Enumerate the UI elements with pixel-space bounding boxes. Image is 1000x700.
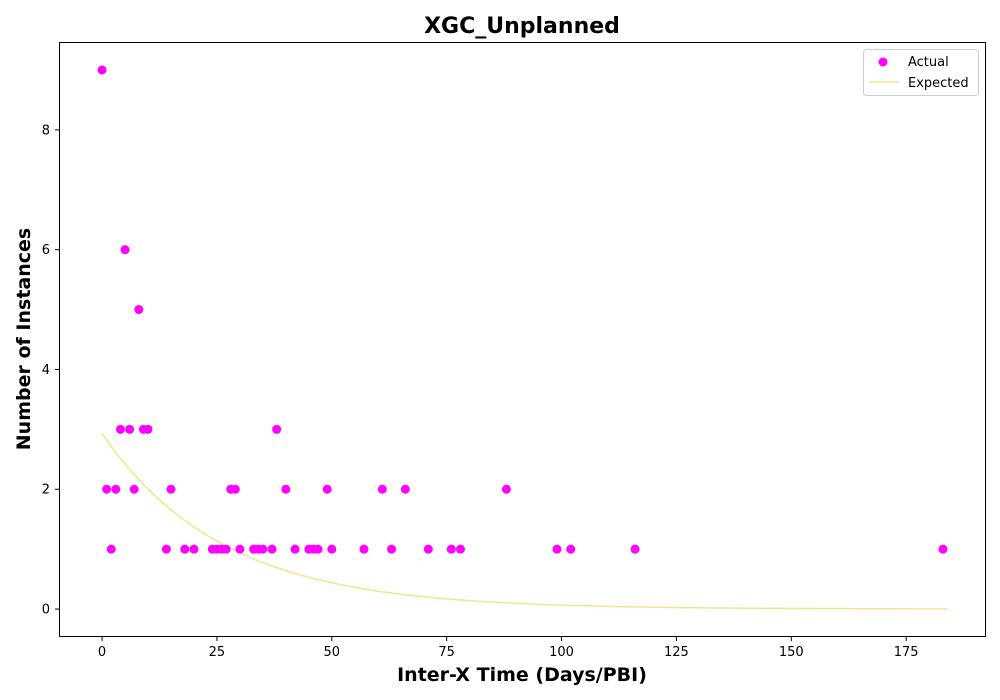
legend-label-expected: Expected bbox=[908, 76, 969, 91]
data-point bbox=[111, 484, 121, 494]
data-point bbox=[129, 484, 139, 494]
chart-title: XGC_Unplanned bbox=[424, 14, 620, 39]
data-point bbox=[97, 65, 107, 75]
data-point bbox=[290, 544, 300, 554]
data-point bbox=[387, 544, 397, 554]
data-point bbox=[230, 484, 240, 494]
data-point bbox=[189, 544, 199, 554]
data-point bbox=[322, 484, 332, 494]
data-point bbox=[938, 544, 948, 554]
y-tick-label: 2 bbox=[42, 483, 50, 498]
data-point bbox=[258, 544, 268, 554]
data-point bbox=[134, 305, 144, 315]
y-tick-label: 6 bbox=[42, 243, 50, 258]
x-tick-label: 25 bbox=[209, 645, 226, 660]
x-tick-label: 50 bbox=[324, 645, 341, 660]
legend-label-actual: Actual bbox=[908, 55, 949, 70]
data-point bbox=[102, 484, 112, 494]
data-point bbox=[446, 544, 456, 554]
data-point bbox=[235, 544, 245, 554]
data-point bbox=[377, 484, 387, 494]
data-point bbox=[161, 544, 171, 554]
data-point bbox=[180, 544, 190, 554]
data-point bbox=[106, 544, 116, 554]
x-axis: 0 25 50 75 100 125 150 175 bbox=[98, 636, 919, 660]
data-point bbox=[125, 424, 135, 434]
x-tick-label: 100 bbox=[549, 645, 574, 660]
data-point bbox=[566, 544, 576, 554]
plot-frame bbox=[59, 42, 986, 637]
x-tick-label: 0 bbox=[98, 645, 106, 660]
y-tick-label: 4 bbox=[42, 363, 50, 378]
legend-box bbox=[863, 49, 979, 96]
data-point bbox=[221, 544, 231, 554]
data-point bbox=[400, 484, 410, 494]
plot-area bbox=[97, 65, 948, 610]
data-point bbox=[267, 544, 277, 554]
data-point bbox=[501, 484, 511, 494]
data-point bbox=[359, 544, 369, 554]
data-point bbox=[115, 424, 125, 434]
expected-curve bbox=[101, 433, 948, 610]
data-point bbox=[313, 544, 323, 554]
data-point bbox=[423, 544, 433, 554]
data-point bbox=[166, 484, 176, 494]
x-tick-label: 150 bbox=[779, 645, 804, 660]
y-tick-label: 0 bbox=[42, 603, 50, 618]
y-axis-label: Number of Instances bbox=[13, 228, 35, 450]
data-point bbox=[120, 245, 130, 255]
data-point bbox=[143, 424, 153, 434]
x-axis-label: Inter-X Time (Days/PBI) bbox=[397, 664, 647, 686]
data-point bbox=[552, 544, 562, 554]
data-point bbox=[630, 544, 640, 554]
x-tick-label: 75 bbox=[438, 645, 455, 660]
data-point bbox=[455, 544, 465, 554]
y-tick-label: 8 bbox=[42, 123, 50, 138]
legend: Actual Expected bbox=[863, 49, 979, 96]
data-point bbox=[327, 544, 337, 554]
x-tick-label: 125 bbox=[664, 645, 689, 660]
x-tick-label: 175 bbox=[894, 645, 919, 660]
y-axis: 0 2 4 6 8 bbox=[42, 123, 60, 618]
legend-marker-actual bbox=[878, 57, 888, 67]
data-point bbox=[281, 484, 291, 494]
data-point bbox=[272, 424, 282, 434]
